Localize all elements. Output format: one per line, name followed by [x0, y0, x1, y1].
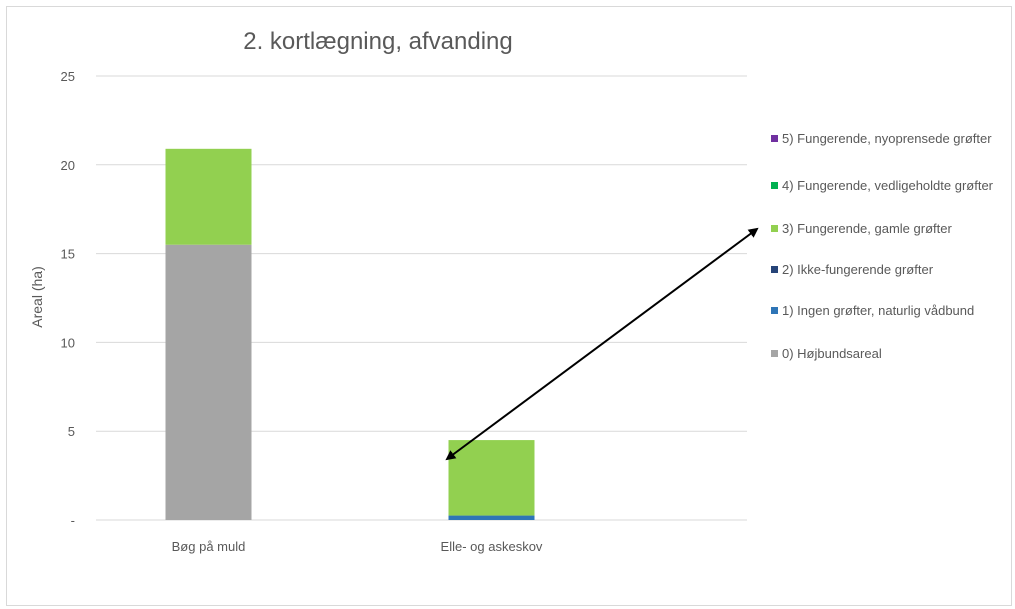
double-arrow-annotation — [445, 227, 759, 461]
legend-label: 5) Fungerende, nyoprensede grøfter — [782, 131, 992, 146]
y-tick-label: 25 — [61, 69, 75, 84]
bar-segment — [448, 440, 535, 516]
chart-frame — [6, 6, 1012, 606]
legend-label: 1) Ingen grøfter, naturlig vådbund — [782, 303, 975, 318]
y-tick-label: 15 — [61, 247, 75, 262]
legend-label: 4) Fungerende, vedligeholdte grøfter — [782, 178, 994, 193]
x-axis-categories: Bøg på muld Elle- og askeskov — [172, 539, 543, 554]
legend-label: 2) Ikke-fungerende grøfter — [782, 262, 934, 277]
y-tick-label: 20 — [61, 158, 75, 173]
y-tick-label: 5 — [68, 424, 75, 439]
legend-label: 0) Højbundsareal — [782, 346, 882, 361]
legend-label: 3) Fungerende, gamle grøfter — [782, 221, 952, 236]
x-category-label: Elle- og askeskov — [441, 539, 543, 554]
legend-swatch-icon — [771, 182, 778, 189]
legend-swatch-icon — [771, 307, 778, 314]
bars — [165, 148, 535, 520]
y-tick-label: 10 — [61, 335, 75, 350]
bar-segment — [448, 515, 535, 520]
chart-title: 2. kortlægning, afvanding — [243, 28, 513, 55]
legend-swatch-icon — [771, 135, 778, 142]
x-category-label: Bøg på muld — [172, 539, 246, 554]
y-axis-label: Areal (ha) — [29, 266, 45, 327]
legend-swatch-icon — [771, 350, 778, 357]
bar-segment — [165, 244, 252, 520]
bar-segment — [165, 148, 252, 245]
y-axis-ticks: - 5 10 15 20 25 — [61, 69, 75, 528]
legend-swatch-icon — [771, 266, 778, 273]
legend-swatch-icon — [771, 225, 778, 232]
y-tick-label: - — [71, 513, 75, 528]
